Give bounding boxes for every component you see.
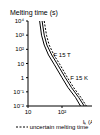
svg-text:10²: 10² — [15, 46, 24, 52]
svg-text:10³: 10³ — [15, 32, 24, 38]
svg-text:10⁴: 10⁴ — [15, 18, 25, 24]
svg-text:10: 10 — [17, 61, 24, 67]
svg-text:10⁻²: 10⁻² — [13, 103, 24, 109]
svg-text:Iₖ (A): Iₖ (A) — [83, 119, 92, 125]
svg-text:1: 1 — [21, 75, 25, 81]
svg-text:10⁻¹: 10⁻¹ — [13, 89, 24, 95]
html-text:uncertain melting time: uncertain melting time — [29, 124, 89, 130]
svg-text:F 15 K: F 15 K — [70, 75, 88, 81]
html-text:Melting time (s): Melting time (s) — [10, 9, 58, 16]
svg-text:F 15 T: F 15 T — [53, 52, 71, 58]
svg-text:10: 10 — [25, 109, 32, 115]
svg-text:10²: 10² — [58, 109, 67, 115]
